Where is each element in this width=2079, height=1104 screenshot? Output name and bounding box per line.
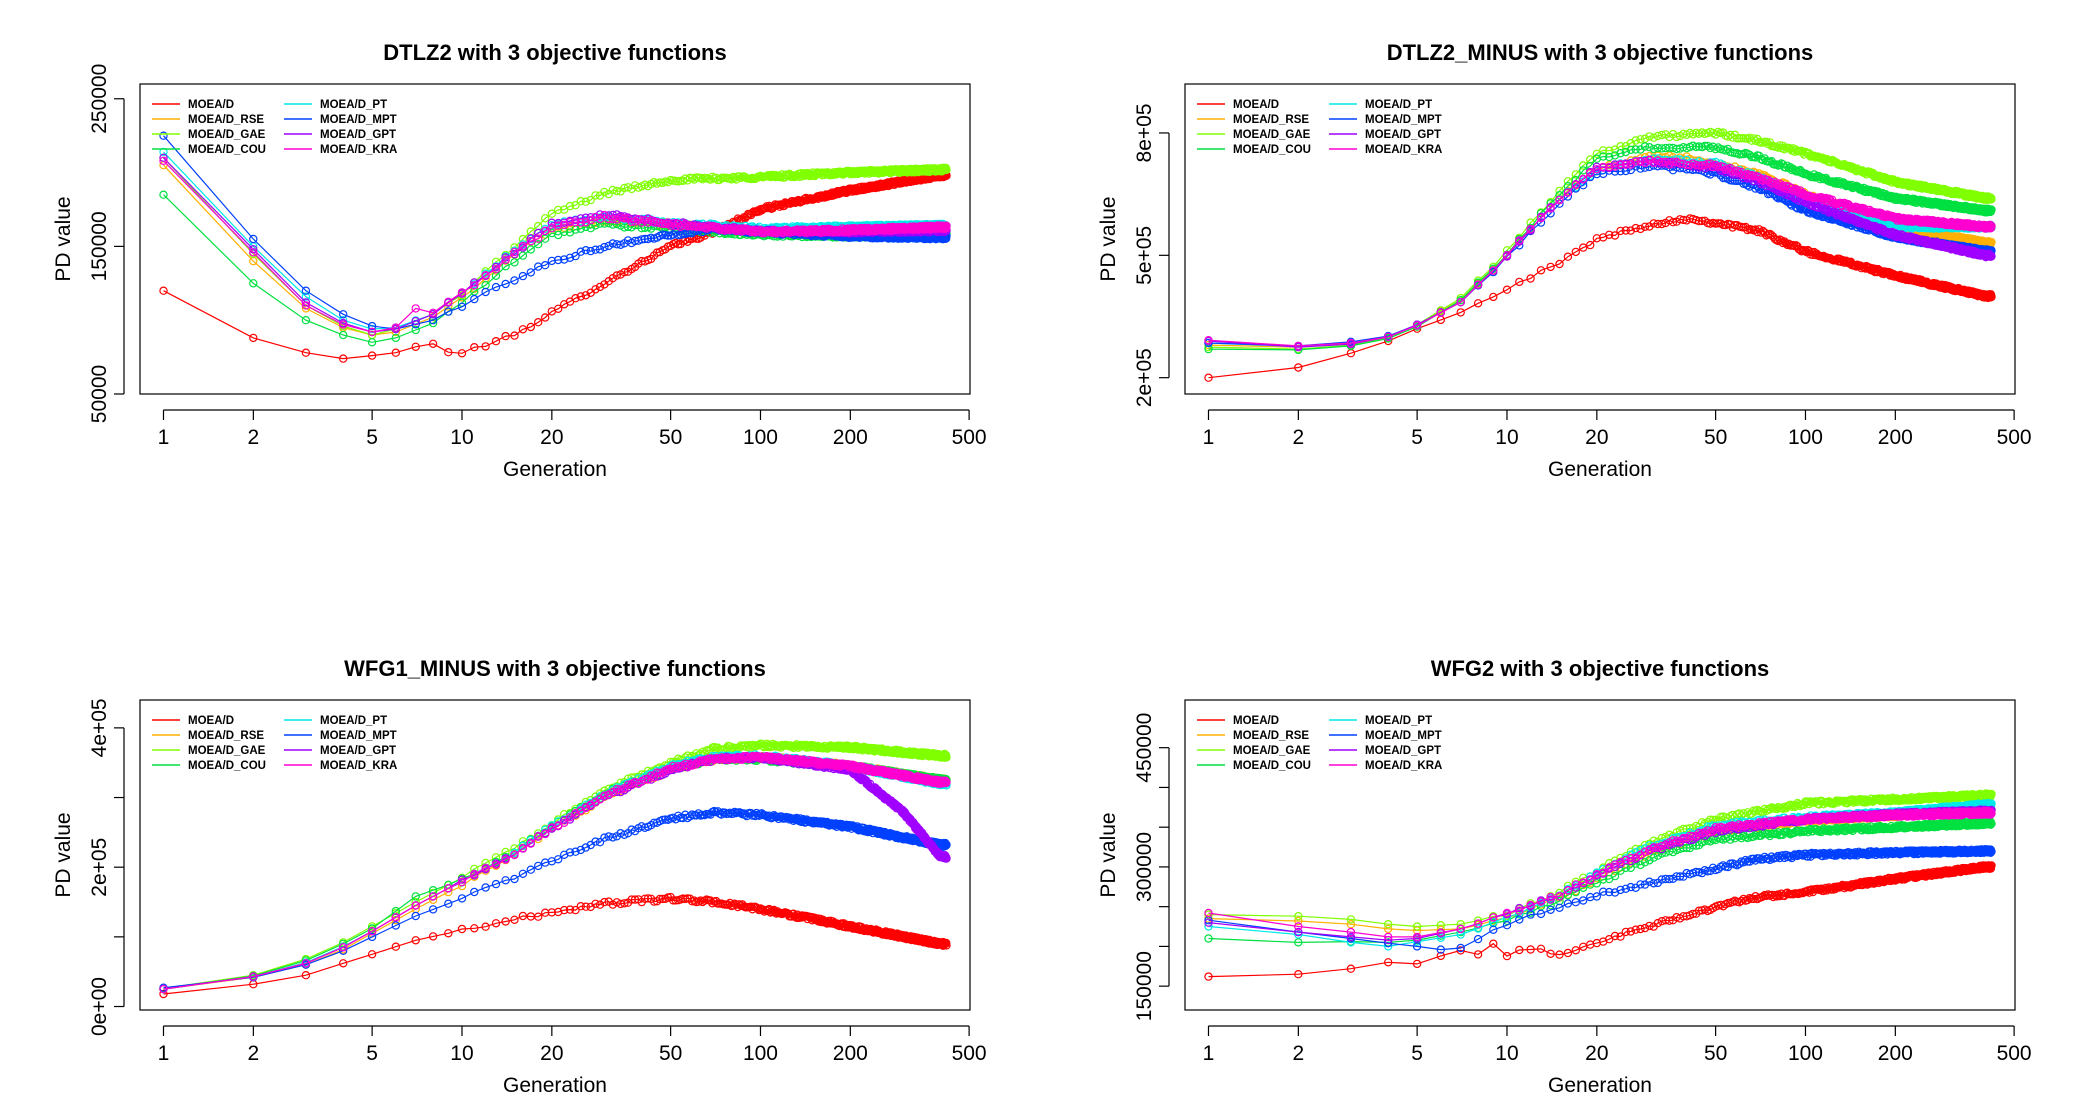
data-point [541, 313, 550, 322]
x-tick-label: 20 [1585, 426, 1608, 449]
series-line [163, 194, 948, 343]
data-point [159, 286, 168, 295]
data-point [159, 190, 168, 199]
y-axis-label: PD value [52, 196, 75, 281]
x-tick-label: 10 [450, 426, 473, 449]
x-tick-label: 20 [540, 426, 563, 449]
x-tick-label: 50 [659, 426, 682, 449]
x-tick-label: 2 [1293, 426, 1305, 449]
data-point [367, 351, 377, 360]
data-point [581, 291, 591, 300]
series-moea-d [1204, 214, 1996, 382]
x-axis-label: Generation [503, 458, 607, 481]
data-point [491, 337, 501, 346]
x-tick-label: 500 [952, 426, 987, 449]
data-point [391, 348, 400, 357]
data-point [591, 285, 600, 294]
y-tick-label: 50000 [88, 365, 111, 423]
legend-label: MOEA/D [188, 99, 234, 111]
y-tick-label: 8e+05 [1133, 103, 1156, 162]
legend-entry: MOEA/D_GPT [284, 129, 396, 141]
plot-frame [139, 83, 971, 395]
x-tick-label: 1 [158, 426, 170, 449]
data-point [571, 294, 580, 303]
chart-title: DTLZ2 with 3 objective functions [383, 40, 726, 65]
series-moea-d [159, 169, 951, 363]
data-point [696, 233, 705, 242]
x-tick-label: 5 [1411, 426, 1423, 449]
data-point [510, 331, 519, 340]
legend-label: MOEA/D_KRA [320, 144, 397, 156]
x-tick-label: 1 [1203, 426, 1215, 449]
x-tick-label: 2 [248, 426, 260, 449]
y-tick-label: 150000 [88, 211, 111, 281]
x-tick-label: 5 [366, 426, 378, 449]
data-point [470, 343, 479, 352]
legend-entry: MOEA/D_GAE [152, 129, 266, 141]
legend-label: MOEA/D_COU [188, 144, 266, 156]
y-tick-label: 5e+05 [1133, 226, 1156, 285]
data-point [534, 318, 543, 327]
x-axis-label: Generation [1548, 458, 1652, 481]
data-point [428, 339, 438, 348]
data-point [301, 348, 311, 357]
legend-entry: MOEA/D_RSE [152, 114, 264, 126]
data-point [159, 131, 168, 140]
x-tick-label: 100 [1788, 426, 1823, 449]
y-tick-label: 2e+05 [1133, 348, 1156, 407]
data-point [339, 354, 348, 363]
data-point [576, 292, 586, 301]
data-point [249, 333, 258, 343]
legend-label: MOEA/D_RSE [188, 114, 264, 126]
chart-title: DTLZ2_MINUS with 3 objective functions [1387, 40, 1814, 65]
legend-label: MOEA/D_GAE [188, 129, 266, 141]
x-tick-label: 200 [1878, 426, 1913, 449]
series-line [1208, 217, 1993, 379]
x-tick-label: 10 [1495, 426, 1518, 449]
data-point [620, 268, 629, 277]
legend-entry: MOEA/D_KRA [284, 144, 397, 156]
x-tick-label: 200 [833, 426, 868, 449]
chart-panel-dtlz2-minus: DTLZ2_MINUS with 3 objective functions 1 2… [1097, 40, 2032, 481]
data-point [763, 203, 773, 213]
data-point [444, 348, 453, 357]
legend-label: MOEA/D_MPT [320, 114, 397, 126]
data-point [612, 271, 622, 280]
data-point [637, 256, 646, 266]
series-moea-d-rse [1204, 151, 1996, 352]
legend-label: MOEA/D_PT [320, 99, 387, 111]
data-point [554, 304, 563, 313]
legend-entry: MOEA/D_PT [284, 99, 387, 111]
series-line [1208, 154, 1993, 348]
data-point [518, 325, 528, 334]
legend-entry: MOEA/D [152, 99, 234, 111]
x-tick-label: 50 [1704, 426, 1727, 449]
series-line [163, 157, 948, 333]
y-axis-label: PD value [1097, 196, 1120, 281]
legend-label: MOEA/D_GPT [320, 129, 396, 141]
data-point [457, 349, 467, 358]
x-tick-label: 100 [743, 426, 778, 449]
legend-entry: MOEA/D_COU [152, 144, 266, 156]
data-point [501, 331, 510, 341]
legend-entry: MOEA/D_MPT [284, 114, 397, 126]
data-point [481, 342, 490, 351]
chart-panel-dtlz2: DTLZ2 with 3 objective functions 1 2 5 10 20 5… [52, 40, 987, 481]
data-point [526, 322, 536, 332]
data-point [411, 342, 420, 351]
data-point [595, 282, 605, 292]
y-tick-label: 250000 [88, 64, 111, 134]
x-tick-label: 500 [1997, 426, 2032, 449]
